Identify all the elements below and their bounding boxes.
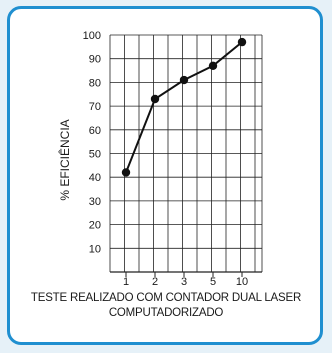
y-axis-label: % EFICIÊNCIA	[57, 119, 72, 200]
y-tick-label: 10	[89, 243, 101, 255]
y-tick-label: 80	[89, 77, 101, 89]
y-tick-label: 30	[89, 196, 101, 208]
y-tick-label: 40	[89, 172, 101, 184]
y-tick-label: 70	[89, 101, 101, 113]
data-point	[150, 94, 160, 104]
series-efficiency	[121, 37, 247, 177]
x-tick-label: 3	[181, 276, 187, 288]
chart-caption-line-1: TESTE REALIZADO COM CONTADOR DUAL LASER	[30, 292, 302, 304]
y-tick-label: 100	[83, 30, 101, 42]
chart-frame	[7, 6, 323, 345]
y-tick-label: 50	[89, 149, 101, 161]
chart-grid	[109, 34, 263, 273]
x-tick-label: 5	[210, 276, 216, 288]
chart-caption-line-2: COMPUTADORIZADO	[108, 307, 224, 319]
y-tick-labels: 10 20 30 40 50 60 70 80 90 100	[83, 30, 101, 255]
data-point	[121, 168, 131, 177]
data-point	[179, 75, 189, 85]
x-tick-label: 2	[152, 276, 158, 288]
x-tick-labels: 1 2 3 5 10	[123, 272, 248, 288]
y-tick-label: 90	[89, 54, 101, 66]
x-tick-label: 1	[123, 276, 129, 288]
y-tick-label: 20	[89, 220, 101, 232]
data-point	[208, 61, 218, 71]
y-tick-label: 60	[89, 125, 101, 137]
x-tick-label: 10	[236, 276, 248, 288]
data-point	[237, 37, 247, 47]
series-line	[125, 41, 243, 173]
